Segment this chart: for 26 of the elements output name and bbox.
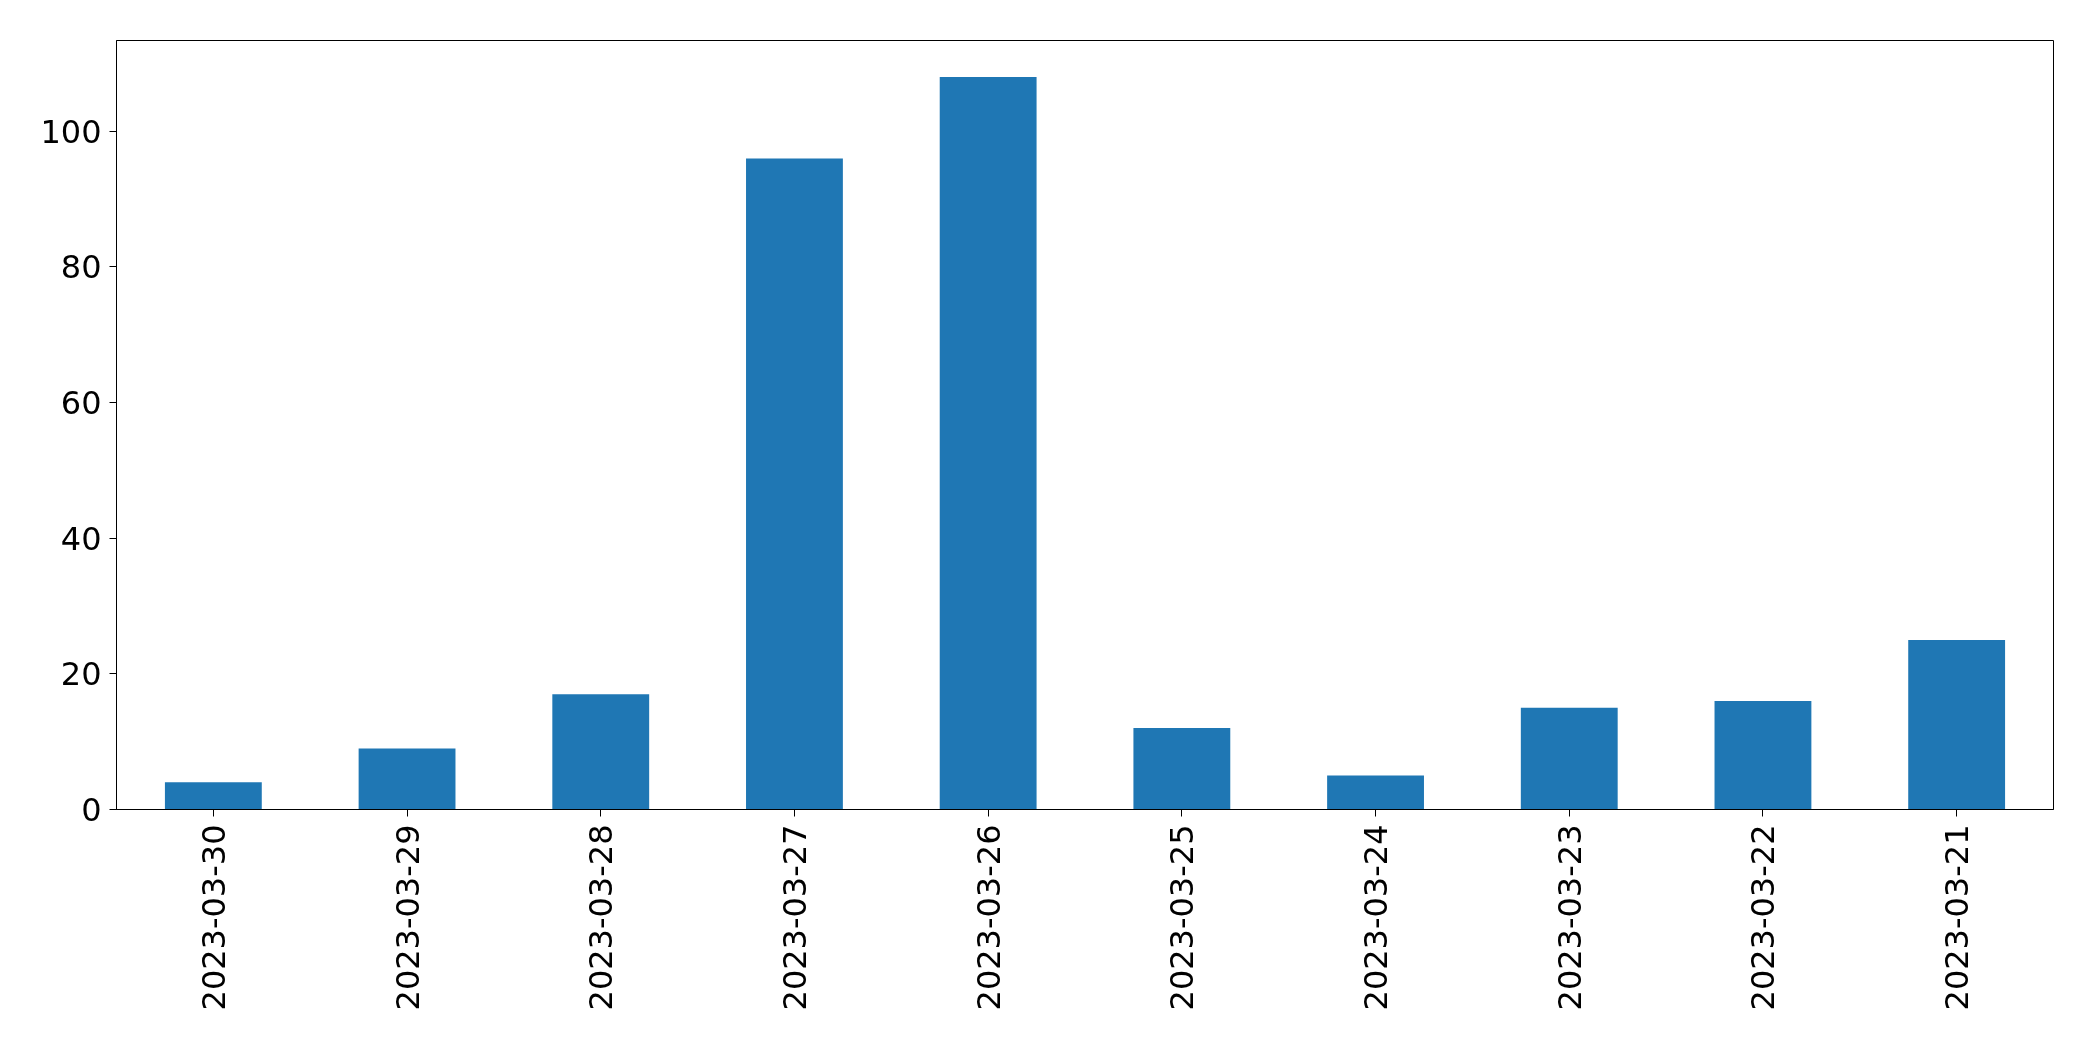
- y-tick-label: 0: [81, 791, 102, 829]
- x-tick-label: 2023-03-21: [1938, 824, 1977, 1011]
- bar: [1908, 639, 2006, 810]
- x-tick-label: 2023-03-22: [1744, 824, 1783, 1011]
- x-tick-label: 2023-03-29: [388, 824, 427, 1011]
- bar: [939, 77, 1037, 810]
- x-tick-label: 2023-03-27: [775, 824, 814, 1011]
- x-tick-label: 2023-03-24: [1357, 824, 1396, 1011]
- x-tick-label: 2023-03-30: [194, 824, 233, 1011]
- y-tick-label: 60: [60, 384, 102, 423]
- x-tick-label: 2023-03-28: [582, 824, 621, 1011]
- x-tick-label: 2023-03-23: [1550, 824, 1589, 1011]
- x-tick-label: 2023-03-26: [969, 824, 1008, 1011]
- bar: [358, 748, 456, 810]
- bar: [1327, 775, 1424, 810]
- y-tick-label: 20: [60, 655, 102, 694]
- bar: [552, 694, 650, 810]
- bar: [164, 782, 262, 810]
- bar: [1133, 728, 1231, 810]
- bar: [1714, 701, 1812, 810]
- y-tick-label: 100: [40, 112, 102, 151]
- x-tick-label: 2023-03-25: [1163, 824, 1202, 1011]
- bar: [746, 158, 843, 810]
- y-tick-label: 40: [60, 519, 102, 558]
- bar: [1520, 707, 1618, 810]
- y-tick-label: 80: [60, 248, 102, 287]
